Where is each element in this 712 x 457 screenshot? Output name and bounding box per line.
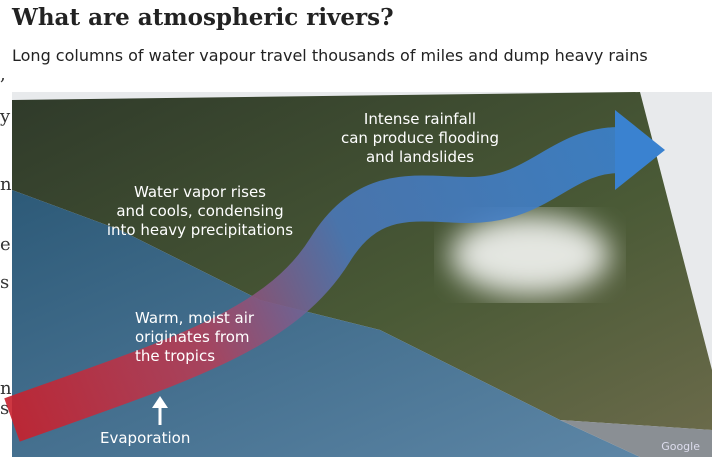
- clipped-char: e: [0, 234, 11, 255]
- clipped-char: s: [0, 398, 10, 419]
- label-line: Evaporation: [100, 429, 190, 447]
- evap-arrow-head: [152, 396, 168, 408]
- clipped-char: n: [0, 378, 12, 399]
- label-line: and landslides: [366, 148, 474, 166]
- river-arrow: [4, 127, 622, 442]
- arrow-head: [615, 110, 665, 190]
- cloud: [450, 215, 610, 295]
- label-line: Water vapor rises: [134, 183, 266, 201]
- ocean: [12, 190, 640, 457]
- watermark: Google: [661, 440, 700, 453]
- label-line: Intense rainfall: [364, 110, 476, 128]
- clipped-char: s: [0, 272, 10, 293]
- label-line: and cools, condensing: [116, 202, 283, 220]
- label-line: the tropics: [135, 347, 215, 365]
- subtitle: Long columns of water vapour travel thou…: [12, 46, 648, 65]
- label-line: can produce flooding: [341, 129, 499, 147]
- clipped-char: n: [0, 174, 12, 195]
- label-line: Warm, moist air: [135, 309, 255, 327]
- label-line: into heavy precipitations: [107, 221, 293, 239]
- title: What are atmospheric rivers?: [12, 4, 394, 31]
- clipped-char: y: [0, 106, 11, 127]
- platform-edge: [560, 420, 712, 457]
- label-line: originates from: [135, 328, 250, 346]
- clipped-char: ,: [0, 64, 6, 85]
